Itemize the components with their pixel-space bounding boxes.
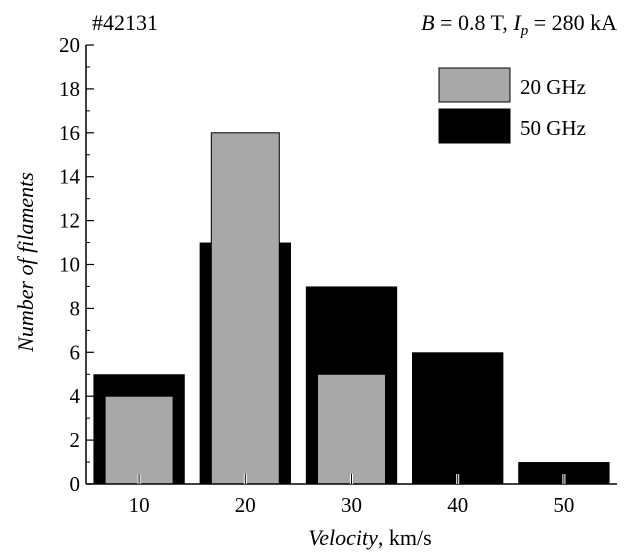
- legend: 20 GHz 50 GHz: [438, 67, 586, 144]
- legend-swatch-50-ghz: [438, 108, 511, 144]
- y-tick-label-18: 18: [59, 77, 80, 101]
- bars-layer: [93, 132, 610, 485]
- y-tick-label-12: 12: [59, 209, 80, 233]
- bar-50-ghz-50: [518, 462, 610, 484]
- x-tick-label-20: 20: [235, 493, 256, 517]
- y-tick-label-4: 4: [70, 384, 81, 408]
- x-tick-label-10: 10: [129, 493, 150, 517]
- x-axis-title-italic: Velocity: [308, 525, 378, 550]
- ip-symbol: I: [512, 10, 522, 35]
- bar-20-ghz-10: [104, 395, 174, 485]
- y-tick-label-14: 14: [59, 165, 81, 189]
- x-tick-label-50: 50: [553, 493, 574, 517]
- legend-label-20-ghz: 20 GHz: [520, 75, 586, 99]
- b-value: = 0.8 T,: [435, 10, 514, 35]
- y-tick-label-8: 8: [70, 296, 81, 320]
- bar-20-ghz-20: [210, 132, 280, 485]
- y-tick-label-20: 20: [59, 33, 80, 57]
- x-tick-label-40: 40: [447, 493, 468, 517]
- y-tick-label-2: 2: [70, 428, 81, 452]
- legend-swatch-20-ghz: [438, 67, 511, 103]
- y-axis-title: Number of filaments: [13, 172, 38, 353]
- y-tick-label-16: 16: [59, 121, 80, 145]
- x-axis-title-unit: , km/s: [378, 525, 432, 550]
- x-axis-title: Velocity, km/s: [308, 525, 431, 550]
- y-tick-label-10: 10: [59, 253, 80, 277]
- ip-value: = 280 kA: [528, 10, 617, 35]
- y-tick-label-0: 0: [70, 472, 81, 496]
- y-tick-label-6: 6: [70, 340, 81, 364]
- legend-label-50-ghz: 50 GHz: [520, 116, 586, 140]
- ip-subscript: p: [520, 23, 529, 39]
- bar-50-ghz-40: [412, 352, 504, 484]
- axes-layer: 0 2 4 6 8 10 12 14 16 18 20 10 20 30 40 50: [59, 33, 617, 517]
- x-tick-label-30: 30: [341, 493, 362, 517]
- b-symbol: B: [421, 10, 434, 35]
- shot-number: #42131: [92, 10, 158, 35]
- plasma-parameters: B = 0.8 T, Ip = 280 kA: [421, 10, 617, 39]
- bar-20-ghz-30: [317, 373, 386, 485]
